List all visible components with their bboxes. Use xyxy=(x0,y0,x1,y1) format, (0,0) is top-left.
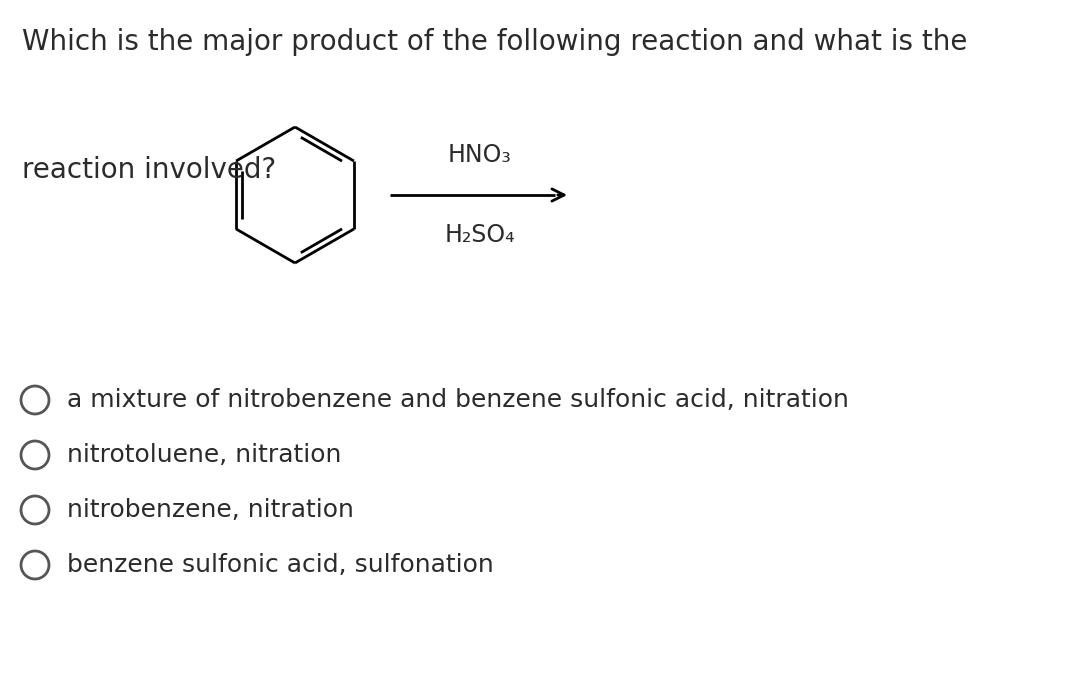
Text: Which is the major product of the following reaction and what is the: Which is the major product of the follow… xyxy=(22,28,967,56)
Text: reaction involved?: reaction involved? xyxy=(22,156,276,184)
Text: nitrobenzene, nitration: nitrobenzene, nitration xyxy=(67,498,354,522)
Text: nitrotoluene, nitration: nitrotoluene, nitration xyxy=(67,443,342,467)
Text: HNO₃: HNO₃ xyxy=(448,143,512,167)
Text: benzene sulfonic acid, sulfonation: benzene sulfonic acid, sulfonation xyxy=(67,553,494,577)
Text: H₂SO₄: H₂SO₄ xyxy=(445,223,515,247)
Text: a mixture of nitrobenzene and benzene sulfonic acid, nitration: a mixture of nitrobenzene and benzene su… xyxy=(67,388,848,412)
